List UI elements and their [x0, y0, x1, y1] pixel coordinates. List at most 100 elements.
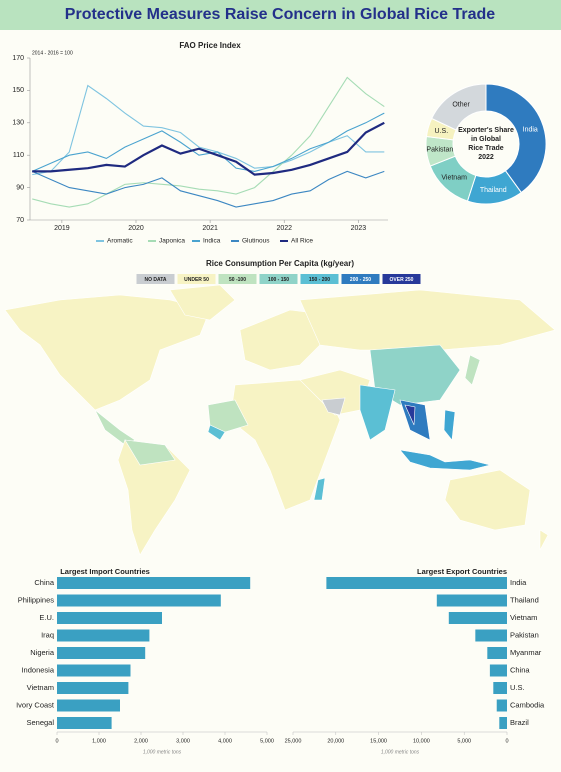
bar	[499, 717, 507, 729]
series-line	[32, 76, 385, 208]
legend-label: All Rice	[291, 238, 313, 245]
legend-swatch	[136, 274, 175, 284]
slice-label: Thailand	[480, 187, 507, 194]
bar	[57, 629, 150, 642]
bar	[493, 682, 507, 694]
bar	[57, 682, 129, 694]
x-tick-label: 2019	[54, 225, 70, 232]
x-tick-label: 15,000	[370, 738, 387, 744]
category-label: Iraq	[41, 630, 54, 639]
category-label: China	[510, 665, 530, 674]
category-label: Pakistan	[510, 630, 539, 639]
x-axis-label: 1,000 metric tons	[381, 749, 420, 755]
legend-label: NO DATA	[144, 277, 166, 283]
category-label: Myanmar	[510, 648, 542, 657]
chart-title: Largest Import Countries	[60, 567, 150, 576]
bar	[489, 664, 507, 677]
donut-slice	[431, 83, 487, 131]
bar	[57, 647, 146, 659]
x-tick-label: 5,000	[260, 738, 274, 744]
x-tick-label: 2020	[128, 225, 144, 232]
bar	[487, 647, 507, 659]
category-label: Indonesia	[21, 665, 54, 674]
category-label: Thailand	[510, 595, 539, 604]
legend-swatch	[177, 274, 216, 284]
category-label: Brazil	[510, 718, 529, 727]
x-tick-label: 3,000	[176, 738, 190, 744]
category-label: Vietnam	[27, 683, 54, 692]
x-tick-label: 2022	[276, 225, 292, 232]
y-tick-label: 130	[12, 120, 24, 127]
legend-swatch	[259, 274, 298, 284]
legend-label: Glutinous	[242, 238, 270, 245]
slice-label: Pakistan	[426, 147, 453, 154]
x-tick-label: 0	[505, 738, 508, 744]
bar	[475, 629, 507, 642]
x-tick-label: 2023	[351, 225, 367, 232]
bar	[57, 577, 251, 589]
page-title: Protective Measures Raise Concern in Glo…	[65, 6, 495, 23]
legend-label: 100 - 150	[268, 277, 289, 283]
legend-label: Aromatic	[107, 238, 133, 245]
y-tick-label: 90	[16, 184, 24, 191]
legend-swatch	[382, 274, 421, 284]
bar	[57, 717, 112, 729]
series-line	[32, 112, 385, 172]
slice-label: Vietnam	[441, 175, 467, 182]
bar	[326, 577, 507, 589]
legend-swatch	[341, 274, 380, 284]
x-tick-label: 2021	[202, 225, 218, 232]
title-banner	[0, 0, 561, 30]
x-tick-label: 0	[55, 738, 58, 744]
category-label: Senegal	[26, 718, 54, 727]
slice-label: Other	[452, 102, 470, 109]
chart-title: Largest Export Countries	[417, 567, 507, 576]
x-tick-label: 20,000	[327, 738, 344, 744]
legend-label: 150 - 200	[309, 277, 330, 283]
legend-label: UNDER 50	[184, 277, 209, 283]
y-tick-label: 150	[12, 87, 24, 94]
category-label: U.S.	[510, 683, 525, 692]
category-label: China	[34, 578, 54, 587]
bar	[57, 699, 120, 712]
y-tick-label: 70	[16, 217, 24, 224]
bar	[436, 594, 507, 607]
category-label: Nigeria	[30, 648, 55, 657]
bar	[448, 612, 507, 624]
category-label: India	[510, 578, 527, 587]
slice-label: U.S.	[435, 128, 449, 135]
chart-title: FAO Price Index	[179, 41, 241, 50]
map-title: Rice Consumption Per Capita (kg/year)	[206, 259, 354, 268]
x-tick-label: 10,000	[413, 738, 430, 744]
category-label: E.U.	[39, 613, 54, 622]
chart-subtitle: 2014 - 2016 = 100	[32, 50, 73, 56]
x-tick-label: 25,000	[285, 738, 302, 744]
legend-label: Indica	[203, 238, 221, 245]
legend-label: 200 - 250	[350, 277, 371, 283]
x-axis-label: 1,000 metric tons	[143, 749, 182, 755]
series-line	[32, 121, 385, 176]
y-tick-label: 170	[12, 55, 24, 62]
world-map	[4, 284, 556, 556]
x-tick-label: 5,000	[457, 738, 471, 744]
legend-swatch	[218, 274, 257, 284]
x-tick-label: 4,000	[218, 738, 232, 744]
bar	[57, 664, 131, 677]
donut-slice	[485, 83, 547, 194]
legend-label: Japonica	[159, 238, 185, 245]
category-label: Ivory Coast	[16, 700, 55, 709]
slice-label: India	[523, 126, 538, 133]
bar	[496, 699, 507, 712]
bar	[57, 594, 221, 607]
series-line	[32, 170, 385, 208]
series-line	[32, 84, 385, 176]
x-tick-label: 1,000	[92, 738, 106, 744]
x-tick-label: 2,000	[134, 738, 148, 744]
legend-label: OVER 250	[390, 277, 414, 283]
donut-title: Exporter's Share in Global Rice Trade 2022	[458, 127, 514, 161]
legend-label: 50 -100	[229, 277, 246, 283]
category-label: Vietnam	[510, 613, 537, 622]
category-label: Cambodia	[510, 700, 545, 709]
category-label: Philippines	[18, 595, 55, 604]
